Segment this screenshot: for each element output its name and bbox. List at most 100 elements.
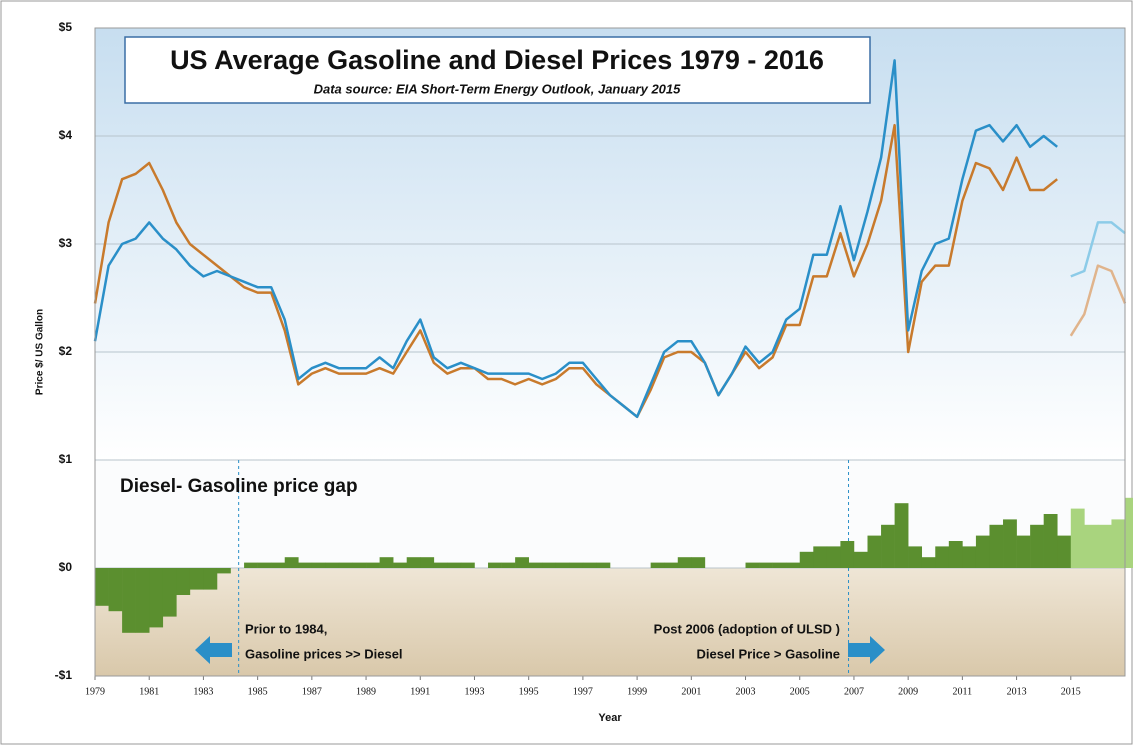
- gap-bar: [650, 562, 665, 568]
- gap-bar: [677, 557, 692, 568]
- gap-bar: [244, 562, 258, 568]
- annotation: Post 2006 (adoption of ULSD ): [654, 621, 840, 636]
- gap-bar: [759, 562, 773, 568]
- gap-bar: [596, 562, 611, 568]
- gap-bar: [745, 562, 760, 568]
- lower-background: [95, 568, 1125, 676]
- gap-bar: [338, 562, 353, 568]
- gap-bar: [203, 568, 218, 590]
- x-tick-label: 2011: [953, 686, 973, 697]
- gap-bar: [691, 557, 706, 568]
- price-line: [93, 59, 1058, 419]
- gap-bar: [1084, 524, 1099, 568]
- y-tick-label: $4: [59, 128, 73, 142]
- chart-subtitle: Data source: EIA Short-Term Energy Outlo…: [314, 81, 682, 96]
- gap-bar: [786, 562, 801, 568]
- gap-bar: [664, 562, 679, 568]
- x-tick-label: 2007: [844, 686, 864, 697]
- gap-bar: [528, 562, 543, 568]
- arrow-right: [848, 636, 885, 664]
- gap-bar: [108, 568, 123, 612]
- gap-bar: [162, 568, 177, 617]
- gap-bar: [935, 546, 950, 568]
- x-tick-label: 1997: [573, 686, 593, 697]
- gap-label: Diesel- Gasoline price gap: [120, 476, 358, 497]
- gap-bar: [298, 562, 313, 568]
- gap-bar: [1030, 524, 1044, 568]
- price-line: [1069, 264, 1127, 337]
- gap-bar: [311, 562, 326, 568]
- arrow-left: [195, 636, 232, 664]
- gap-bar: [515, 557, 529, 568]
- x-tick-label: 2009: [898, 686, 918, 697]
- gap-bar: [447, 562, 462, 568]
- gap-bar: [989, 524, 1004, 568]
- gap-bar: [582, 562, 597, 568]
- y-tick-label: $2: [59, 344, 73, 358]
- x-tick-label: 2003: [736, 686, 756, 697]
- gap-bar: [881, 524, 895, 568]
- gap-bar: [420, 557, 435, 568]
- gap-bar: [1111, 519, 1126, 568]
- x-tick-label: 1989: [356, 686, 376, 697]
- x-tick-label: 2015: [1061, 686, 1081, 697]
- gap-bar: [894, 503, 909, 568]
- x-tick-label: 1991: [410, 686, 430, 697]
- gap-bar: [95, 568, 109, 606]
- x-axis-label: Year: [598, 712, 622, 724]
- gap-bar: [840, 541, 855, 568]
- chart-title: US Average Gasoline and Diesel Prices 19…: [170, 45, 824, 75]
- gap-bar: [853, 551, 868, 568]
- gap-bar: [1057, 535, 1072, 568]
- title-box: [124, 36, 871, 104]
- y-tick-label: $5: [59, 20, 73, 34]
- gap-bar: [379, 557, 394, 568]
- gap-bar: [1016, 535, 1031, 568]
- gap-bar: [772, 562, 787, 568]
- price-line: [93, 123, 1058, 419]
- gap-bar: [1043, 514, 1058, 568]
- gap-bar: [826, 546, 841, 568]
- gap-bar: [257, 562, 272, 568]
- annotation: Diesel Price > Gasoline: [697, 646, 840, 661]
- gap-bar: [149, 568, 164, 628]
- gap-bar: [122, 568, 136, 633]
- x-tick-label: 2013: [1007, 686, 1027, 697]
- y-tick-label: -$1: [55, 668, 73, 682]
- gap-bar: [366, 562, 380, 568]
- x-tick-label: 1981: [139, 686, 159, 697]
- y-tick-label: $0: [59, 560, 73, 574]
- x-tick-label: 1987: [302, 686, 322, 697]
- gap-bar: [325, 562, 340, 568]
- gap-bar: [135, 568, 150, 633]
- gap-bar: [542, 562, 557, 568]
- gap-bar: [813, 546, 828, 568]
- gap-bar: [975, 535, 990, 568]
- gap-bar: [1070, 508, 1085, 568]
- x-tick-label: 1993: [464, 686, 484, 697]
- gap-bar: [406, 557, 421, 568]
- gap-bar: [216, 568, 231, 574]
- gap-bar: [569, 562, 584, 568]
- gap-bar: [867, 535, 882, 568]
- x-tick-label: 1985: [248, 686, 268, 697]
- gap-bar: [352, 562, 367, 568]
- gap-bar: [1125, 497, 1133, 568]
- gap-bar: [1097, 524, 1112, 568]
- x-tick-label: 2005: [790, 686, 810, 697]
- gap-bar: [488, 562, 502, 568]
- gap-bar: [176, 568, 191, 595]
- x-tick-label: 2001: [681, 686, 701, 697]
- gap-bar: [460, 562, 475, 568]
- gap-bar: [908, 546, 923, 568]
- gap-bar: [962, 546, 977, 568]
- plot-border: [94, 27, 1126, 677]
- gap-bar: [501, 562, 516, 568]
- gap-bar: [1003, 519, 1017, 568]
- y-tick-label: $3: [59, 236, 73, 250]
- gap-bar: [189, 568, 204, 590]
- gap-bar: [948, 541, 963, 568]
- price-line: [1070, 221, 1126, 278]
- gap-bar: [799, 551, 814, 568]
